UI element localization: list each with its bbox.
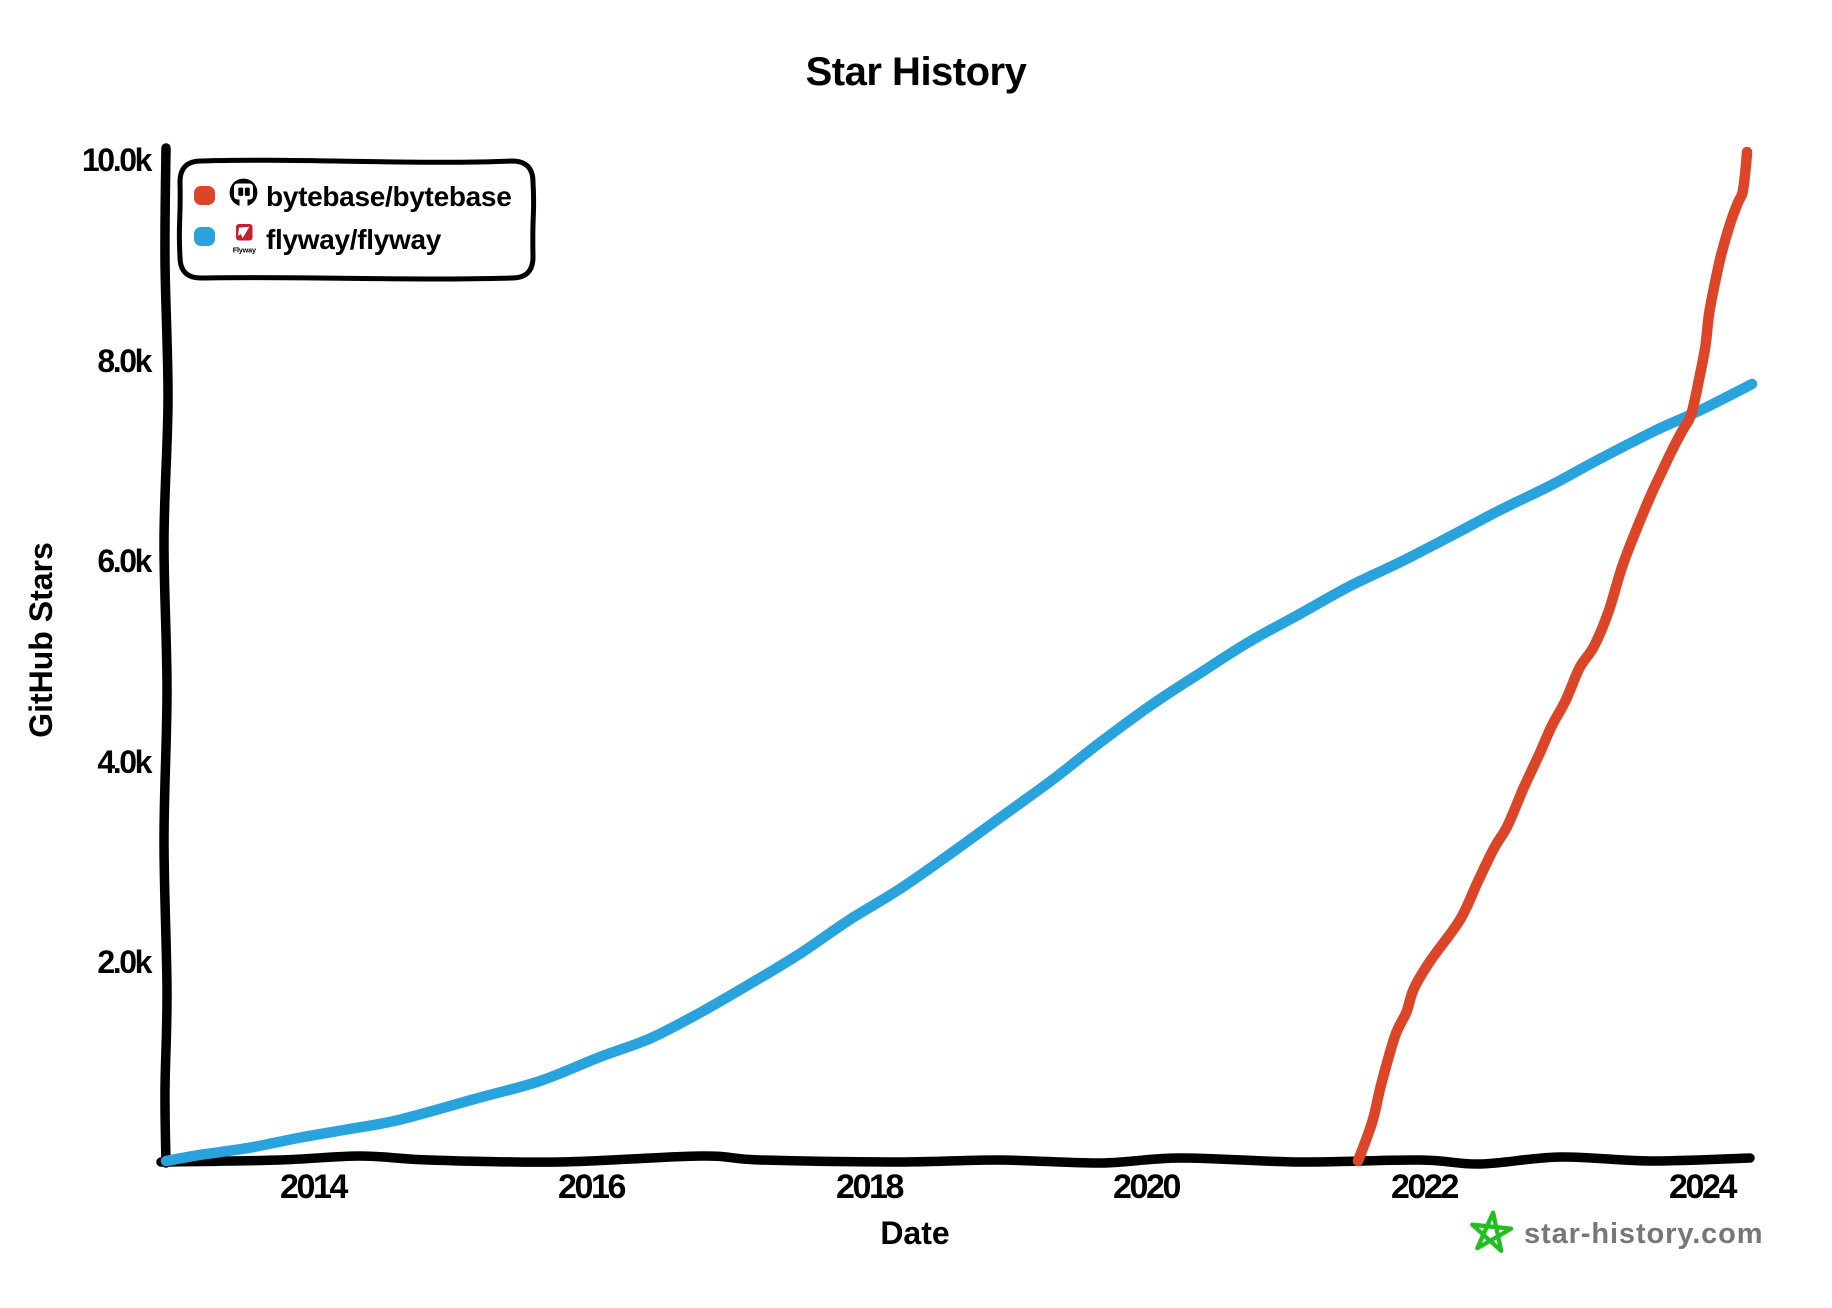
svg-text:2014: 2014 [280, 1168, 349, 1206]
svg-text:Flyway: Flyway [233, 246, 257, 255]
svg-text:10.0k: 10.0k [82, 142, 153, 178]
svg-text:8.0k: 8.0k [97, 343, 152, 379]
svg-text:GitHub Stars: GitHub Stars [23, 542, 59, 738]
svg-text:Date: Date [880, 1215, 949, 1251]
svg-text:2020: 2020 [1113, 1168, 1181, 1206]
svg-text:flyway/flyway: flyway/flyway [266, 224, 442, 255]
svg-text:2022: 2022 [1391, 1168, 1459, 1206]
svg-text:6.0k: 6.0k [97, 543, 152, 579]
svg-text:Star History: Star History [806, 50, 1028, 94]
svg-text:2024: 2024 [1669, 1168, 1738, 1206]
svg-text:2.0k: 2.0k [97, 944, 152, 980]
svg-text:bytebase/bytebase: bytebase/bytebase [266, 181, 511, 212]
svg-text:2016: 2016 [558, 1168, 626, 1206]
svg-text:4.0k: 4.0k [97, 744, 152, 780]
svg-text:2018: 2018 [836, 1168, 904, 1206]
svg-text:star-history.com: star-history.com [1524, 1218, 1763, 1250]
